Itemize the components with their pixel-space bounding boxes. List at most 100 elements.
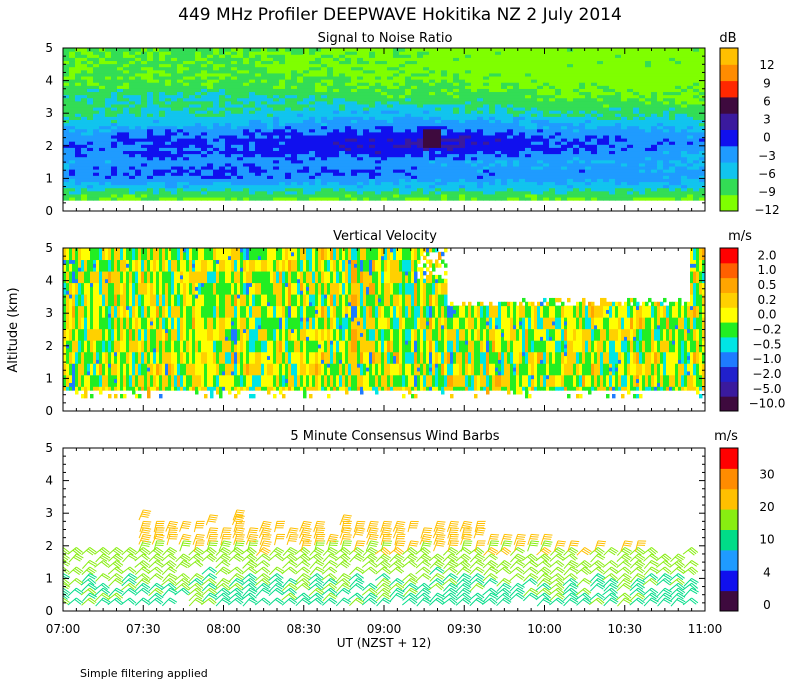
snr-cell bbox=[249, 144, 256, 148]
snr-cell bbox=[603, 54, 610, 58]
snr-cell bbox=[495, 128, 502, 133]
snr-cell bbox=[213, 72, 220, 77]
snr-cell bbox=[99, 125, 106, 130]
snr-cell bbox=[321, 190, 328, 195]
snr-cell bbox=[339, 63, 346, 68]
snr-cell bbox=[207, 159, 214, 164]
snr-cell bbox=[171, 82, 178, 86]
snr-cell bbox=[93, 162, 100, 167]
snr-cell bbox=[351, 141, 358, 145]
snr-cell bbox=[477, 134, 484, 139]
snr-cell bbox=[177, 122, 184, 127]
snr-cell bbox=[285, 63, 292, 68]
snr-cell bbox=[249, 103, 256, 108]
snr-cell bbox=[99, 150, 106, 155]
snr-cell bbox=[477, 63, 484, 68]
snr-cell bbox=[159, 187, 166, 192]
snr-cell bbox=[561, 72, 568, 77]
snr-cell bbox=[573, 141, 580, 145]
snr-cell bbox=[477, 103, 484, 108]
snr-cell bbox=[333, 48, 340, 52]
snr-cell bbox=[147, 125, 154, 130]
snr-cell bbox=[135, 131, 142, 136]
snr-cell bbox=[489, 116, 496, 120]
snr-cell bbox=[567, 128, 574, 133]
snr-cell bbox=[381, 122, 388, 127]
snr-cell bbox=[489, 72, 496, 77]
snr-cell bbox=[159, 190, 166, 195]
snr-cell bbox=[417, 184, 424, 189]
snr-cell bbox=[231, 172, 238, 176]
snr-cell bbox=[243, 125, 250, 130]
snr-cell bbox=[387, 147, 394, 152]
snr-cell bbox=[645, 156, 652, 161]
snr-cell bbox=[669, 165, 676, 170]
snr-cell bbox=[261, 159, 268, 164]
snr-cell bbox=[93, 181, 100, 186]
snr-cell bbox=[483, 165, 490, 170]
snr-cell bbox=[561, 134, 568, 139]
snr-cell bbox=[165, 116, 172, 120]
snr-cell bbox=[453, 66, 460, 71]
snr-cell bbox=[75, 178, 82, 183]
snr-cell bbox=[111, 110, 118, 114]
snr-cell bbox=[633, 169, 640, 173]
snr-cell bbox=[423, 54, 430, 58]
snr-cell bbox=[309, 150, 316, 155]
snr-cell bbox=[525, 94, 532, 99]
snr-cell bbox=[309, 125, 316, 130]
snr-cell bbox=[273, 113, 280, 117]
snr-cell bbox=[267, 122, 274, 127]
snr-cell bbox=[159, 141, 166, 145]
snr-cell bbox=[303, 66, 310, 71]
snr-cell bbox=[129, 181, 136, 186]
snr-cell bbox=[543, 97, 550, 102]
snr-cell bbox=[621, 91, 628, 96]
snr-cell bbox=[219, 94, 226, 99]
snr-cell bbox=[399, 88, 406, 93]
snr-cell bbox=[87, 79, 94, 83]
snr-cell bbox=[513, 116, 520, 120]
snr-cell bbox=[567, 60, 574, 65]
snr-cell bbox=[357, 106, 364, 111]
snr-cell bbox=[537, 141, 544, 145]
snr-cell bbox=[93, 72, 100, 77]
snr-cell bbox=[651, 131, 658, 136]
snr-cell bbox=[147, 75, 154, 80]
snr-cell bbox=[129, 122, 136, 127]
snr-cell bbox=[279, 196, 286, 201]
snr-cell bbox=[645, 128, 652, 133]
snr-cell bbox=[363, 181, 370, 186]
snr-cell bbox=[321, 54, 328, 58]
snr-cell bbox=[207, 97, 214, 102]
snr-cell bbox=[531, 156, 538, 161]
snr-cell bbox=[147, 187, 154, 192]
snr-cell bbox=[621, 190, 628, 195]
snr-cell bbox=[369, 69, 376, 74]
snr-cell bbox=[219, 159, 226, 164]
snr-cell bbox=[129, 125, 136, 130]
snr-cell bbox=[513, 165, 520, 170]
snr-cell bbox=[615, 196, 622, 201]
snr-cell bbox=[309, 54, 316, 58]
snr-cell bbox=[405, 94, 412, 99]
snr-cell bbox=[405, 150, 412, 155]
snr-cell bbox=[159, 113, 166, 117]
snr-cell bbox=[315, 103, 322, 108]
snr-cell bbox=[543, 187, 550, 192]
snr-cell bbox=[513, 106, 520, 111]
snr-cell bbox=[651, 110, 658, 114]
snr-cell bbox=[663, 165, 670, 170]
snr-cell bbox=[297, 60, 304, 65]
snr-cell bbox=[477, 147, 484, 152]
snr-cell bbox=[261, 153, 268, 158]
snr-cell bbox=[525, 48, 532, 52]
snr-cell bbox=[291, 131, 298, 136]
snr-cell bbox=[87, 69, 94, 74]
snr-cell bbox=[615, 69, 622, 74]
snr-cell bbox=[339, 119, 346, 124]
snr-cell bbox=[549, 103, 556, 108]
snr-cell bbox=[225, 113, 232, 117]
snr-cell bbox=[495, 91, 502, 96]
snr-cell bbox=[381, 184, 388, 189]
